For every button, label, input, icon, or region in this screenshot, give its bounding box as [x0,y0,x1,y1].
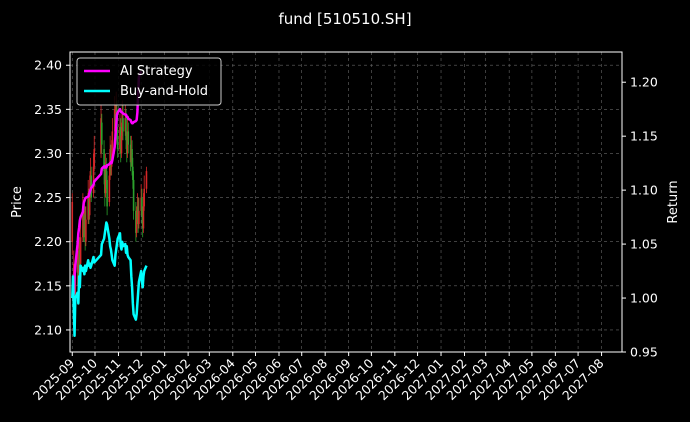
candle-body [108,175,111,202]
candle [138,197,140,229]
candle [85,206,87,247]
candle [111,118,114,158]
left-tick-label: 2.10 [34,322,62,337]
candle-body [106,179,108,207]
right-tick-label: 1.05 [630,237,658,252]
chart-title: fund [510510.SH] [278,10,411,28]
candle-body [105,166,108,180]
left-tick-label: 2.20 [34,234,62,249]
candle-body [88,188,91,216]
right-tick-label: 1.10 [630,183,658,198]
left-tick-label: 2.30 [34,146,62,161]
candle [101,113,103,154]
legend-box [76,57,222,106]
right-y-axis: 0.95 1.00 1.05 1.10 1.15 1.20 [622,75,658,360]
candle-body [131,149,133,167]
candle [122,104,124,141]
candle-body [111,131,114,154]
right-tick-label: 1.20 [630,75,658,90]
candle-body [127,131,130,145]
left-axis-label: Price [10,186,25,218]
candle [93,135,96,172]
right-tick-label: 0.95 [630,345,658,360]
candle-body [120,135,123,154]
candle [127,122,130,154]
candle-body [142,206,145,229]
right-tick-label: 1.15 [630,129,658,144]
candle [145,166,148,194]
candle [106,171,108,216]
series-line-buy-and-hold [71,221,148,338]
legend-label-buy-and-hold: Buy-and-Hold [120,84,208,99]
candle-body [138,210,140,225]
candle-body [104,166,107,194]
candle [143,175,146,211]
candle-body [103,149,105,172]
candle-body [143,188,146,207]
legend: AI Strategy Buy-and-Hold [76,57,222,106]
candle-body [145,171,148,189]
series-line-ai-strategy [71,70,143,299]
right-tick-label: 1.00 [630,291,658,306]
legend-label-ai-strategy: AI Strategy [120,64,193,79]
return-lines [71,70,148,338]
candle-body [85,219,87,242]
left-y-axis: 2.10 2.15 2.20 2.25 2.30 2.35 2.40 [34,58,70,337]
candle-body [122,118,124,132]
candle-body [132,166,134,180]
candle [79,219,82,269]
axes-frame [69,51,623,353]
candle [71,193,74,255]
left-tick-label: 2.15 [34,278,62,293]
candle-body [79,237,82,264]
candle-body [125,118,127,141]
candle-body [101,122,103,145]
plot-area [71,70,148,338]
candle-body [132,179,135,211]
candle [132,171,135,220]
candle-body [93,149,96,167]
candle-body [71,202,74,242]
right-axis-label: Return [666,180,681,223]
candle-body [92,166,95,194]
left-tick-label: 2.35 [34,102,62,117]
candle-body [135,219,138,233]
candle [116,127,119,158]
left-tick-label: 2.25 [34,190,62,205]
candle-body [141,197,143,216]
candle-body [116,135,119,150]
left-tick-label: 2.40 [34,58,62,73]
